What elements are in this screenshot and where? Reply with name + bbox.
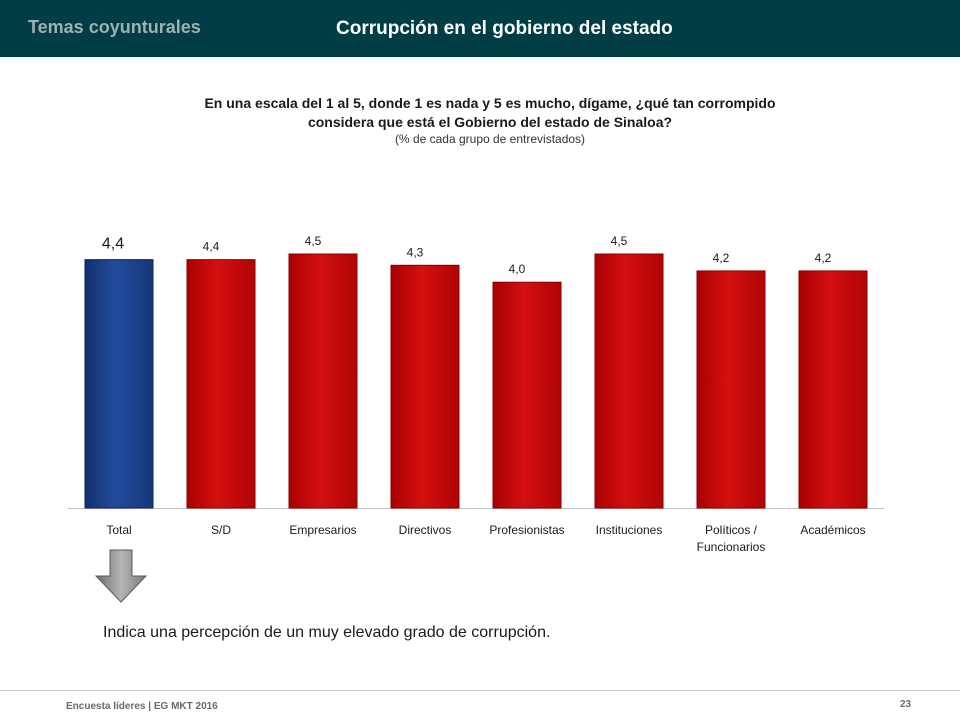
- question-line-1: En una escala del 1 al 5, donde 1 es nad…: [204, 95, 776, 111]
- data-label-2: 4,5: [305, 234, 322, 248]
- category-label-0: Total: [106, 523, 131, 537]
- category-label-3: Directivos: [399, 523, 452, 537]
- bar-4: [492, 281, 562, 509]
- data-label-7: 4,2: [815, 251, 832, 265]
- bar-3: [390, 264, 460, 509]
- data-label-4: 4,0: [509, 262, 526, 276]
- question-note: (% de cada grupo de entrevistados): [394, 132, 586, 146]
- survey-question: En una escala del 1 al 5, donde 1 es nad…: [130, 94, 850, 132]
- bar-1: [186, 259, 256, 509]
- conclusion-text: Indica una percepción de un muy elevado …: [103, 624, 551, 641]
- category-label-5: Instituciones: [596, 523, 663, 537]
- bar-chart: 4,4 Total 4,4 S/D 4,5 Empresarios 4,3 Directivo…: [68, 234, 884, 554]
- footer-source: Encuesta líderes | EG MKT 2016: [66, 701, 218, 712]
- bar-5: [594, 253, 664, 509]
- down-arrow-icon: [94, 549, 148, 603]
- bar-0: [84, 259, 154, 509]
- slide-title: Corrupción en el gobierno del estado: [336, 18, 673, 39]
- section-label: Temas coyunturales: [28, 17, 201, 37]
- data-label-3: 4,3: [407, 245, 424, 259]
- category-label-2: Empresarios: [289, 523, 356, 537]
- data-label-6: 4,2: [713, 251, 730, 265]
- data-label-0: 4,4: [102, 236, 124, 253]
- footer-divider: [0, 690, 960, 691]
- data-label-1: 4,4: [203, 240, 220, 254]
- header-bar: Temas coyunturales Corrupción en el gobi…: [0, 0, 960, 57]
- bar-6: [696, 270, 766, 509]
- bar-2: [288, 253, 358, 509]
- category-label-1: S/D: [211, 523, 231, 537]
- category-label-7: Académicos: [800, 523, 865, 537]
- page-number: 23: [900, 699, 912, 710]
- category-label-6: Políticos / Funcionarios: [697, 523, 766, 554]
- bar-7: [798, 270, 868, 509]
- category-label-4: Profesionistas: [489, 523, 564, 537]
- question-line-2: considera que está el Gobierno del estad…: [307, 114, 673, 130]
- data-label-5: 4,5: [611, 234, 628, 248]
